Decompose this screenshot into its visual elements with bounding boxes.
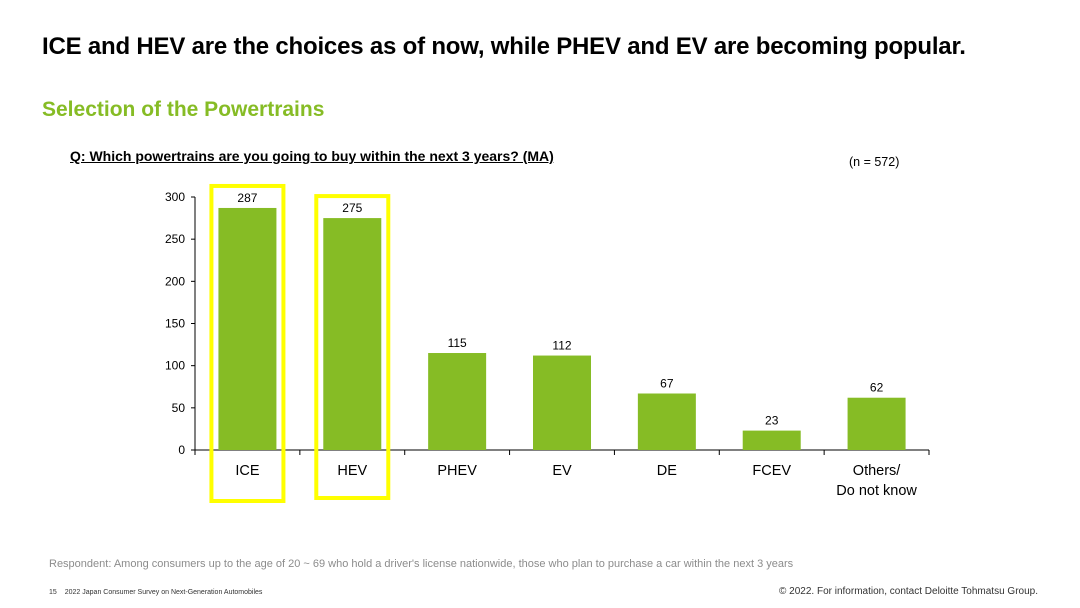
category-label: ICE — [235, 463, 260, 479]
page-headline: ICE and HEV are the choices as of now, w… — [42, 33, 966, 60]
y-tick-label: 300 — [165, 190, 185, 204]
y-tick-label: 50 — [172, 401, 186, 415]
y-tick-label: 150 — [165, 317, 185, 331]
data-label: 275 — [342, 201, 362, 215]
highlight-box — [314, 194, 391, 500]
page-number: 15 — [49, 589, 57, 596]
sample-size: (n = 572) — [849, 155, 900, 169]
bar-de — [637, 393, 696, 450]
bar-ev — [533, 355, 591, 450]
category-label: Do not know — [836, 483, 917, 499]
bar-fcev — [742, 430, 801, 450]
category-label: PHEV — [437, 463, 477, 479]
section-subheading: Selection of the Powertrains — [42, 98, 325, 121]
data-label: 67 — [660, 376, 674, 390]
category-label: EV — [552, 463, 572, 479]
data-label: 23 — [765, 414, 779, 428]
bar-hev — [323, 218, 382, 450]
copyright-notice: © 2022. For information, contact Deloitt… — [779, 586, 1038, 597]
data-label: 62 — [870, 381, 884, 395]
y-tick-label: 0 — [178, 443, 185, 457]
data-label: 112 — [552, 339, 571, 353]
survey-question: Q: Which powertrains are you going to bu… — [70, 148, 554, 164]
y-tick-label: 200 — [165, 274, 185, 288]
bar-others — [847, 397, 906, 450]
y-tick-label: 250 — [165, 232, 185, 246]
bar-ice — [218, 207, 277, 450]
category-label: Others/ — [853, 463, 902, 479]
category-label: DE — [657, 463, 677, 479]
bar-phev — [428, 353, 487, 450]
category-label: HEV — [337, 463, 367, 479]
report-title: 2022 Japan Consumer Survey on Next-Gener… — [64, 589, 263, 596]
highlight-box — [209, 183, 286, 503]
category-label: FCEV — [752, 463, 791, 479]
data-label: 287 — [237, 191, 257, 205]
footer-left: 15 2022 Japan Consumer Survey on Next-Ge… — [49, 589, 268, 596]
y-tick-label: 100 — [165, 359, 185, 373]
data-label: 115 — [448, 336, 467, 350]
respondent-footnote: Respondent: Among consumers up to the ag… — [49, 558, 794, 570]
